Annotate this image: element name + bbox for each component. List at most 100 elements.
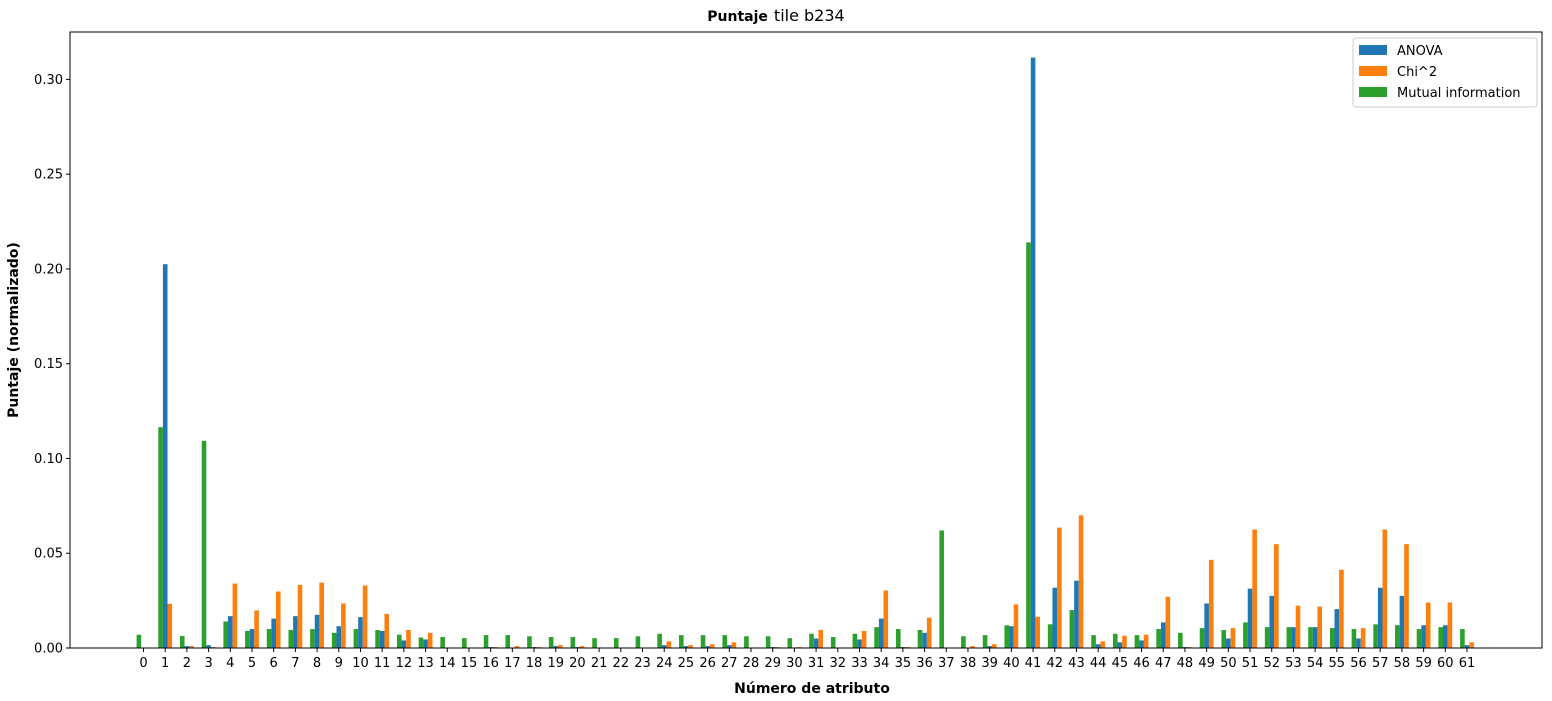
x-tick-label: 53 <box>1285 656 1302 671</box>
bar-chi-2-7 <box>297 584 303 648</box>
bar-chi-2-25 <box>688 645 693 648</box>
bar-mutual-information-16 <box>483 635 489 648</box>
bar-mutual-information-40 <box>1004 625 1010 648</box>
bar-mutual-information-38 <box>961 636 966 648</box>
bar-chi-2-58 <box>1404 544 1409 648</box>
legend-box <box>1352 37 1538 108</box>
axes-layer: 0.000.050.100.150.200.250.300 1 2 3 4 5 6 7 8 9 10… <box>34 31 1543 671</box>
x-tick-label: 49 <box>1198 656 1215 671</box>
bar-mutual-information-44 <box>1091 635 1096 648</box>
chart-title: Puntaje tile b234 <box>0 6 1552 26</box>
x-tick-label: 56 <box>1350 656 1367 671</box>
x-tick-label: 26 <box>699 656 716 671</box>
bar-mutual-information-36 <box>917 629 923 648</box>
x-tick-label: 45 <box>1112 656 1129 671</box>
bar-chi-2-38 <box>970 646 975 648</box>
x-tick-label: 47 <box>1155 656 1172 671</box>
bar-mutual-information-32 <box>830 637 836 648</box>
x-tick-label: 20 <box>569 656 586 671</box>
bar-anova-47 <box>1160 622 1166 648</box>
bar-chi-2-20 <box>579 646 585 648</box>
bar-anova-43 <box>1074 580 1079 648</box>
legend-label: Mutual information <box>1397 86 1521 101</box>
bar-mutual-information-61 <box>1460 629 1465 648</box>
bar-anova-42 <box>1052 587 1058 648</box>
bar-chi-2-2 <box>189 646 194 648</box>
bar-mutual-information-20 <box>570 637 576 648</box>
bar-mutual-information-22 <box>613 638 619 648</box>
bar-anova-56 <box>1356 638 1361 648</box>
y-tick-label: 0.15 <box>34 357 63 372</box>
x-tick-label: 54 <box>1307 656 1324 671</box>
bar-mutual-information-53 <box>1286 627 1292 648</box>
bar-chi-2-11 <box>384 613 390 648</box>
bar-mutual-information-8 <box>310 629 315 648</box>
bar-mutual-information-34 <box>874 627 879 648</box>
x-tick-label: 5 <box>248 656 256 671</box>
bar-mutual-information-11 <box>375 629 380 648</box>
bar-chi-2-49 <box>1208 559 1214 648</box>
bar-anova-34 <box>878 618 884 648</box>
bar-mutual-information-46 <box>1134 635 1140 648</box>
bar-anova-53 <box>1291 627 1296 648</box>
bar-anova-50 <box>1226 638 1231 648</box>
bar-chi-2-57 <box>1382 529 1388 648</box>
x-tick-label: 25 <box>678 656 695 671</box>
bar-mutual-information-15 <box>462 638 467 648</box>
bar-anova-5 <box>249 629 255 648</box>
x-tick-label: 34 <box>873 656 890 671</box>
x-tick-label: 35 <box>895 656 912 671</box>
bar-chi-2-39 <box>991 644 997 648</box>
bar-mutual-information-24 <box>657 633 662 648</box>
bar-mutual-information-42 <box>1047 624 1053 648</box>
bar-chi-2-31 <box>818 629 823 648</box>
bar-mutual-information-48 <box>1178 632 1183 648</box>
bar-mutual-information-60 <box>1438 627 1443 648</box>
y-tick-label: 0.25 <box>34 168 63 183</box>
bar-anova-52 <box>1269 595 1275 648</box>
bar-mutual-information-26 <box>700 635 706 648</box>
bar-anova-24 <box>661 645 667 648</box>
bar-mutual-information-1 <box>158 427 163 648</box>
bar-chi-2-43 <box>1078 515 1084 648</box>
bar-anova-40 <box>1009 626 1014 648</box>
x-tick-label: 15 <box>461 656 478 671</box>
bar-anova-26 <box>705 646 710 648</box>
legend-label: ANOVA <box>1397 44 1443 59</box>
y-tick-label: 0.20 <box>34 262 63 277</box>
x-tick-label: 38 <box>960 656 977 671</box>
bar-mutual-information-10 <box>353 629 359 648</box>
bar-mutual-information-28 <box>744 636 749 648</box>
bar-mutual-information-2 <box>179 636 185 648</box>
bar-anova-55 <box>1334 609 1340 648</box>
y-tick-label: 0.00 <box>34 642 63 657</box>
x-tick-label: 31 <box>808 656 825 671</box>
x-tick-label: 17 <box>504 656 521 671</box>
bar-mutual-information-56 <box>1351 629 1357 648</box>
bar-anova-7 <box>293 616 298 648</box>
bar-anova-12 <box>401 640 407 648</box>
x-tick-label: 6 <box>270 656 278 671</box>
x-tick-label: 60 <box>1437 656 1454 671</box>
x-tick-label: 39 <box>981 656 998 671</box>
bar-mutual-information-6 <box>266 629 272 648</box>
legend: ANOVA Chi^2 Mutual information <box>1352 37 1538 108</box>
plot-frame <box>69 31 1543 649</box>
bar-chi-2-26 <box>709 644 715 648</box>
bar-chi-2-55 <box>1339 569 1344 648</box>
bar-chi-2-5 <box>254 610 259 648</box>
bar-mutual-information-51 <box>1243 622 1248 648</box>
x-tick-label: 2 <box>183 656 191 671</box>
bar-chi-2-36 <box>926 617 932 648</box>
bar-mutual-information-50 <box>1221 629 1227 648</box>
bar-anova-6 <box>271 618 276 648</box>
bar-anova-31 <box>813 638 819 648</box>
x-tick-label: 37 <box>938 656 955 671</box>
bar-mutual-information-49 <box>1199 628 1205 648</box>
y-tick-label: 0.10 <box>34 452 63 467</box>
bar-mutual-information-54 <box>1308 627 1313 648</box>
x-tick-label: 1 <box>161 656 169 671</box>
bar-mutual-information-59 <box>1416 629 1422 648</box>
x-tick-label: 52 <box>1263 656 1280 671</box>
